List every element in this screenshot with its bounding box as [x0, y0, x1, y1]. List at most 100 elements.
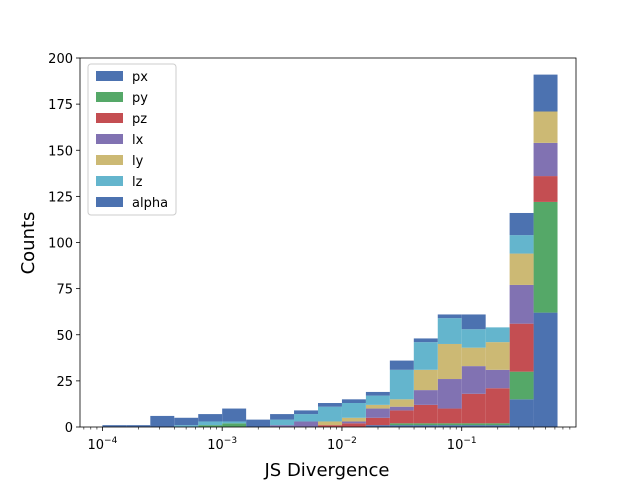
bar-alpha-bin-6: [246, 419, 271, 427]
bar-lx-bin-18: [533, 142, 558, 177]
y-tick-label: 150: [48, 144, 73, 159]
legend-label-px: px: [132, 70, 148, 85]
bar-alpha-bin-11: [365, 391, 390, 396]
legend-swatch-px: [96, 71, 123, 81]
bar-ly-bin-11: [365, 404, 390, 409]
bar-px-bin-17: [509, 399, 534, 427]
bar-lz-bin-10: [341, 403, 366, 418]
bar-lx-bin-12: [389, 406, 414, 411]
legend-label-ly: ly: [132, 154, 144, 169]
y-axis-label: Counts: [18, 212, 39, 275]
legend-swatch-lz: [96, 176, 123, 186]
bar-alpha-bin-3: [174, 417, 199, 426]
bar-px-bin-14: [437, 425, 462, 427]
bar-lz-bin-13: [413, 342, 438, 370]
bar-py-bin-12: [389, 423, 414, 426]
bar-pz-bin-11: [365, 417, 390, 426]
bar-lz-bin-7: [270, 419, 295, 426]
bar-pz-bin-15: [461, 393, 486, 424]
bar-py-bin-5: [222, 423, 247, 427]
bar-alpha-bin-13: [413, 338, 438, 343]
y-tick-label: 100: [48, 237, 73, 252]
bar-lx-bin-13: [413, 390, 438, 405]
legend: px py pz lx ly lz alpha: [87, 63, 177, 216]
bar-lz-bin-5: [222, 421, 247, 424]
bar-px-bin-12: [389, 425, 414, 427]
y-axis: 0 25 50 75 100 125 150 175 200: [48, 52, 80, 436]
bar-px-bin-1: [126, 425, 151, 427]
bar-ly-bin-10: [341, 417, 366, 422]
bar-ly-bin-9: [317, 421, 342, 426]
bar-ly-bin-16: [485, 342, 510, 370]
y-tick-label: 200: [48, 52, 73, 67]
bar-px-bin-13: [413, 425, 438, 427]
bar-px-bin-18: [533, 312, 558, 427]
bar-lz-bin-15: [461, 329, 486, 348]
bar-lx-bin-10: [341, 421, 366, 424]
bar-pz-bin-13: [413, 404, 438, 424]
bar-alpha-bin-9: [317, 403, 342, 407]
bar-py-bin-17: [509, 371, 534, 400]
bar-lx-bin-11: [365, 408, 390, 418]
bar-lz-bin-11: [365, 395, 390, 405]
bar-alpha-bin-2: [150, 415, 175, 427]
x-tick-label: 10−1: [447, 436, 477, 453]
bar-px-bin-16: [485, 425, 510, 427]
bar-px-bin-15: [461, 425, 486, 427]
bar-pz-bin-16: [485, 388, 510, 424]
bar-pz-bin-12: [389, 410, 414, 424]
bar-pz-bin-18: [533, 176, 558, 202]
legend-swatch-lx: [96, 134, 123, 144]
bar-alpha-bin-5: [222, 408, 247, 422]
y-tick-label: 0: [65, 421, 73, 436]
bar-px-bin-0: [102, 425, 127, 427]
legend-swatch-ly: [96, 155, 123, 165]
legend-label-alpha: alpha: [132, 196, 168, 211]
bar-lz-bin-9: [317, 406, 342, 422]
bars-layer: [102, 74, 558, 427]
bar-alpha-bin-12: [389, 360, 414, 370]
bar-ly-bin-17: [509, 253, 534, 285]
bar-lx-bin-7: [270, 425, 295, 427]
bar-alpha-bin-7: [270, 414, 295, 420]
y-tick-label: 125: [48, 190, 73, 205]
legend-swatch-pz: [96, 113, 123, 123]
bar-pz-bin-9: [317, 425, 342, 427]
bar-alpha-bin-14: [437, 314, 462, 319]
legend-label-lz: lz: [132, 175, 143, 190]
bar-lx-bin-8: [294, 421, 318, 427]
bar-lx-bin-14: [437, 379, 462, 409]
legend-label-lx: lx: [132, 133, 144, 148]
bar-lz-bin-8: [294, 414, 318, 422]
bar-ly-bin-14: [437, 343, 462, 380]
bar-alpha-bin-10: [341, 399, 366, 404]
legend-label-pz: pz: [132, 112, 147, 127]
bar-lz-bin-4: [198, 421, 223, 426]
y-tick-label: 75: [56, 283, 73, 298]
bar-ly-bin-12: [389, 399, 414, 407]
bar-alpha-bin-18: [533, 74, 558, 112]
x-tick-label: 10−2: [327, 436, 357, 453]
bar-lx-bin-17: [509, 284, 534, 324]
bar-py-bin-15: [461, 423, 486, 426]
bar-ly-bin-15: [461, 347, 486, 367]
bar-lx-bin-16: [485, 369, 510, 389]
bar-py-bin-14: [437, 423, 462, 426]
y-tick-label: 25: [56, 375, 73, 390]
bar-alpha-bin-17: [509, 212, 534, 236]
y-tick-label: 50: [56, 329, 73, 344]
x-axis-label: JS Divergence: [263, 460, 389, 480]
bar-pz-bin-17: [509, 323, 534, 372]
bar-pz-bin-14: [437, 408, 462, 424]
bar-lz-bin-17: [509, 235, 534, 254]
bar-py-bin-18: [533, 201, 558, 313]
y-tick-label: 175: [48, 98, 73, 113]
bar-alpha-bin-4: [198, 414, 223, 422]
legend-swatch-alpha: [96, 197, 123, 207]
bar-alpha-bin-8: [294, 410, 318, 415]
bar-pz-bin-10: [341, 423, 366, 427]
bar-py-bin-13: [413, 423, 438, 426]
bar-lz-bin-14: [437, 318, 462, 344]
